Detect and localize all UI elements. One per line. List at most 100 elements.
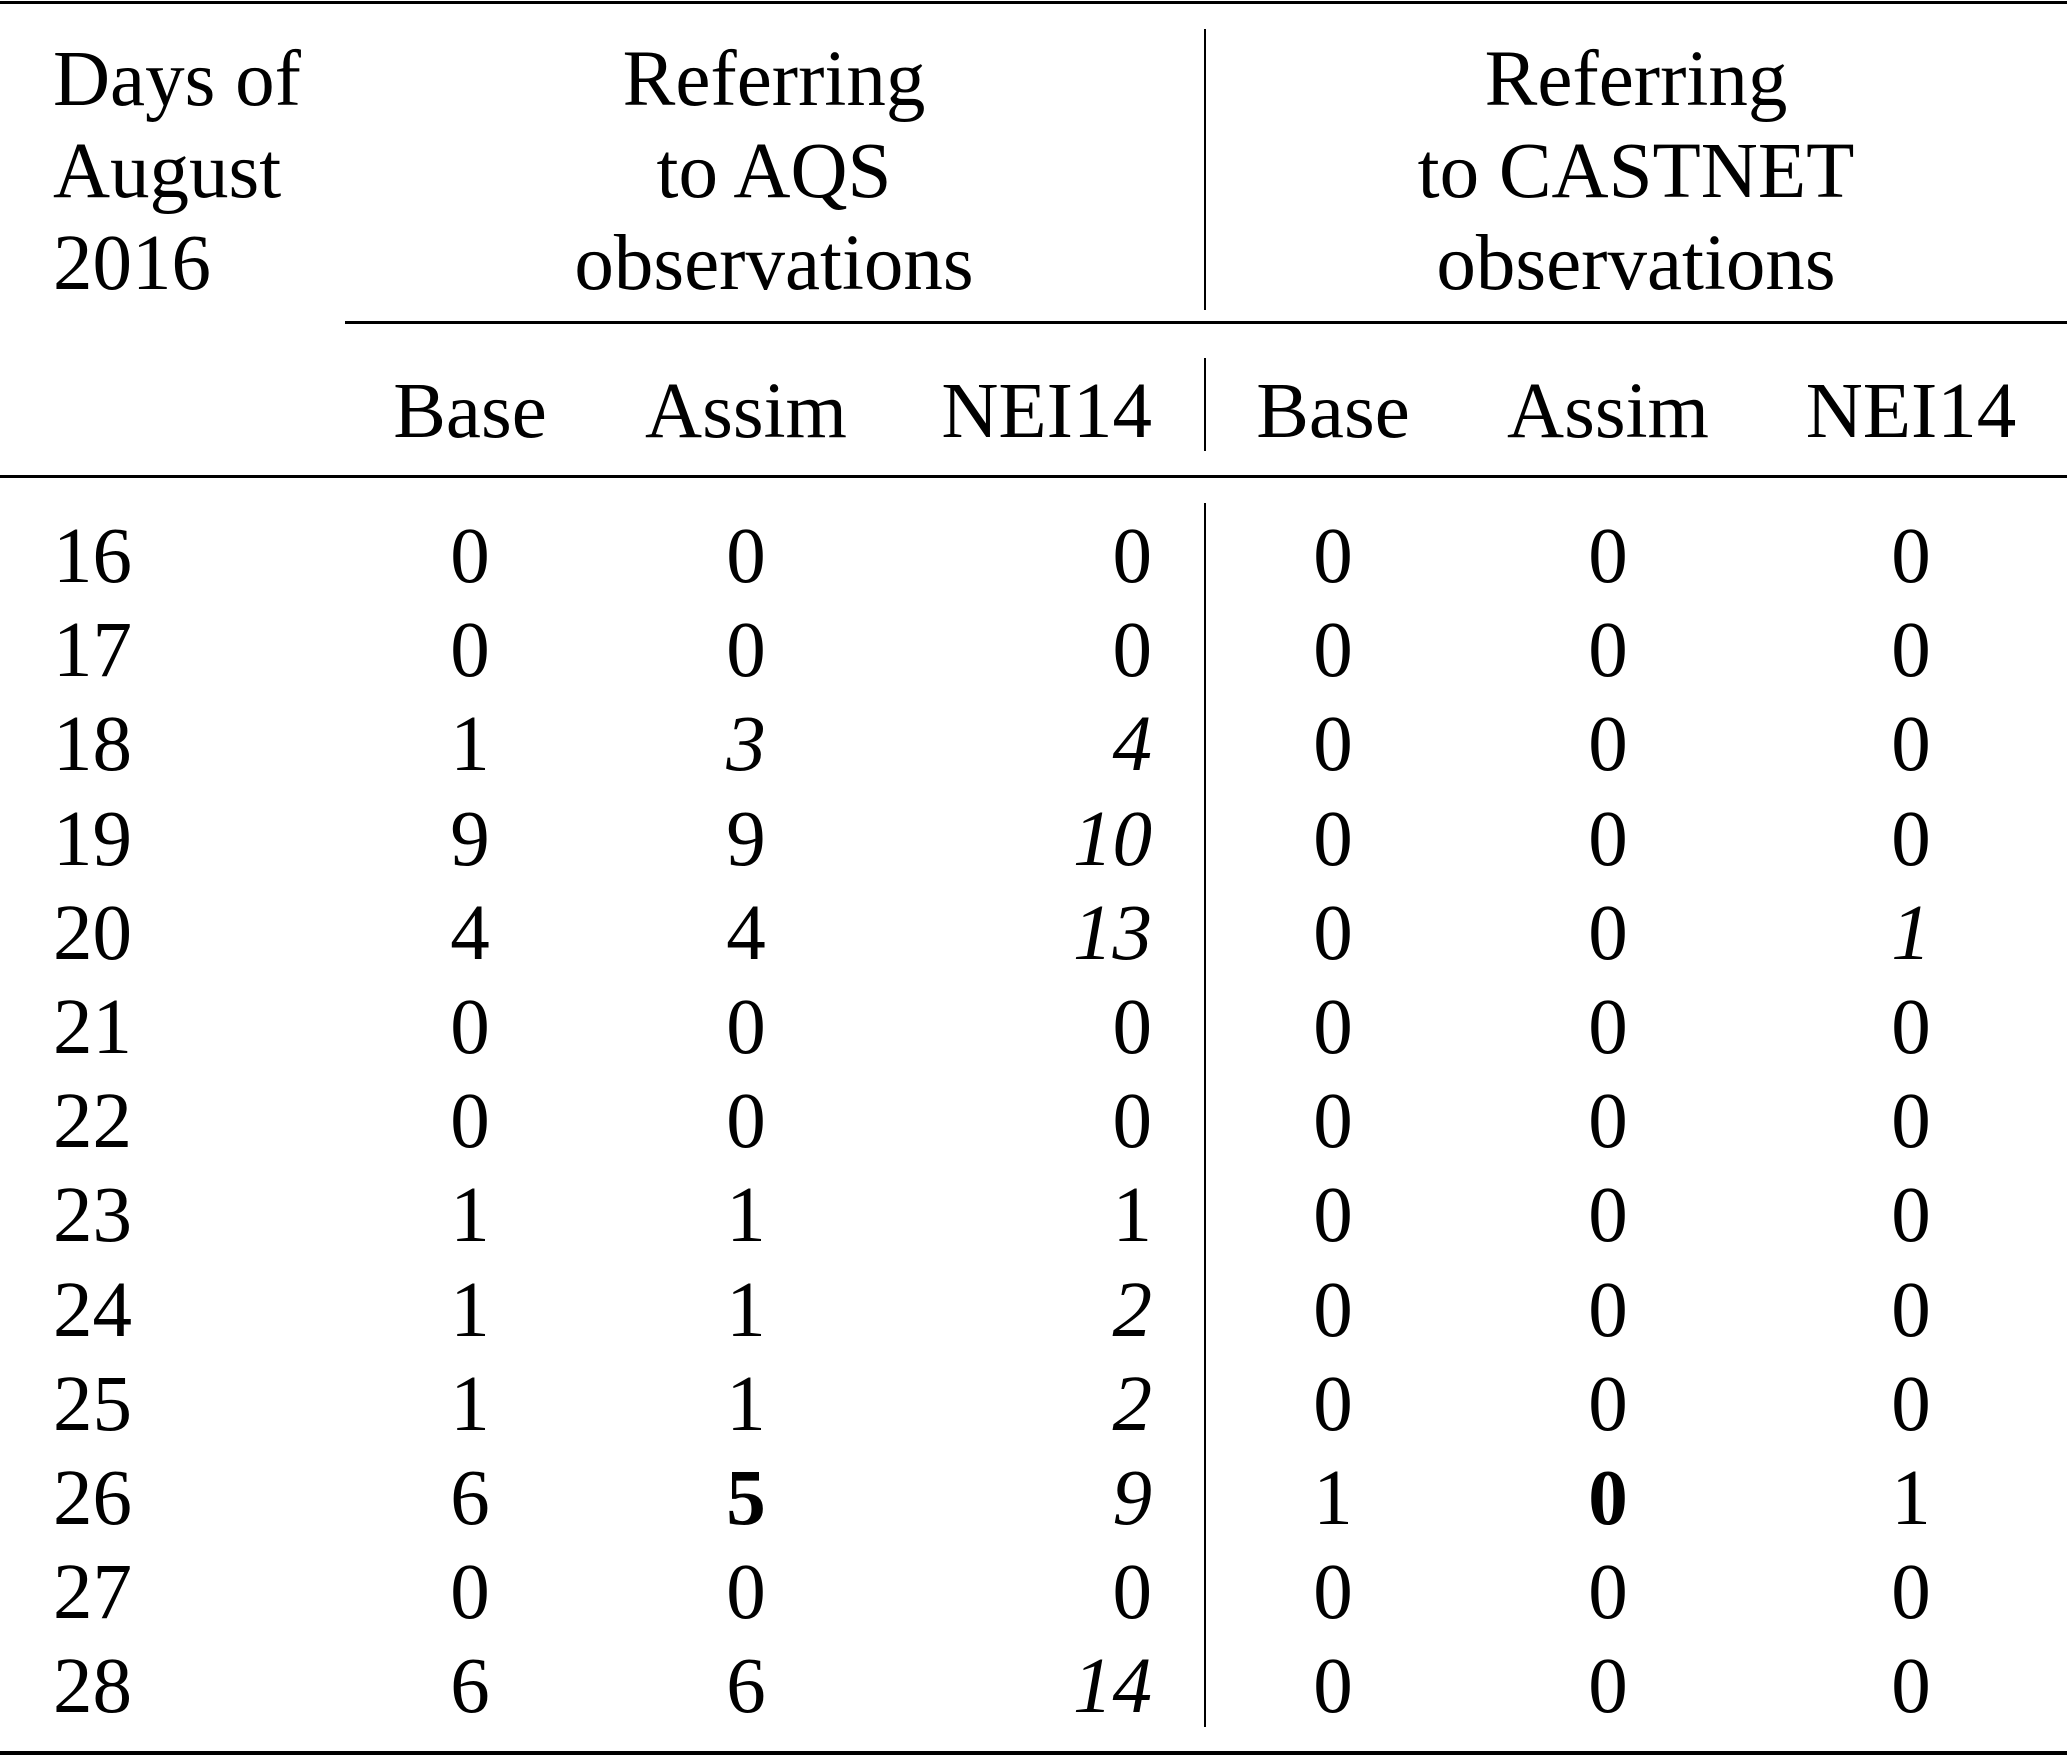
cell-aqs-base: 4	[450, 889, 490, 977]
day-cell: 27	[53, 1549, 132, 1637]
cell-castnet-base: 0	[1313, 1549, 1353, 1637]
top-rule	[0, 1, 2067, 4]
cell-castnet-base: 1	[1313, 1455, 1353, 1542]
cell-castnet-base: 0	[1313, 889, 1353, 977]
bottom-rule	[0, 1751, 2067, 1755]
cell-aqs-assim: 3	[726, 701, 766, 789]
cell-aqs-assim: 1	[726, 1266, 766, 1354]
cell-aqs-base: 6	[450, 1455, 490, 1542]
group-header-line: to AQS	[656, 128, 892, 215]
subheader-castnet-nei14: NEI14	[1805, 368, 2017, 455]
cell-castnet-nei14: 1	[1891, 1455, 1931, 1542]
stub-header-line: Days of	[53, 36, 301, 123]
cell-aqs-base: 6	[450, 1643, 490, 1731]
stub-header-line: 2016	[53, 220, 211, 307]
cell-aqs-base: 0	[450, 1078, 490, 1166]
cell-castnet-nei14: 0	[1891, 1172, 1931, 1260]
cell-aqs-assim: 1	[726, 1172, 766, 1260]
cell-aqs-assim: 0	[726, 1549, 766, 1637]
day-cell: 18	[53, 701, 132, 789]
day-cell: 25	[53, 1360, 132, 1448]
cell-aqs-nei14: 2	[1112, 1360, 1153, 1448]
cell-aqs-nei14: 0	[1112, 984, 1153, 1071]
day-cell: 20	[53, 889, 132, 977]
day-cell: 28	[53, 1643, 132, 1731]
cell-castnet-nei14: 1	[1891, 889, 1931, 977]
cell-aqs-assim: 5	[726, 1455, 766, 1542]
cell-castnet-base: 0	[1313, 795, 1353, 883]
day-cell: 26	[53, 1455, 132, 1542]
cell-castnet-nei14: 0	[1891, 984, 1931, 1071]
cell-aqs-assim: 4	[726, 889, 766, 977]
cell-aqs-nei14: 0	[1112, 513, 1153, 600]
cell-aqs-nei14: 9	[1112, 1455, 1153, 1542]
cell-aqs-nei14: 10	[1073, 795, 1152, 883]
cell-aqs-base: 0	[450, 1549, 490, 1637]
day-cell: 19	[53, 795, 132, 883]
day-cell: 21	[53, 984, 132, 1071]
subheader-castnet-base: Base	[1256, 368, 1410, 455]
cell-aqs-base: 1	[450, 1360, 490, 1448]
subheader-aqs-assim: Assim	[645, 368, 847, 455]
cell-aqs-base: 0	[450, 607, 490, 695]
header-rule	[0, 475, 2067, 478]
cell-castnet-base: 0	[1313, 1643, 1353, 1731]
group-cmidrule	[345, 321, 2067, 324]
cell-castnet-base: 0	[1313, 1172, 1353, 1260]
group-header-line: Referring	[622, 36, 926, 123]
group-header-line: observations	[574, 220, 974, 307]
cell-castnet-nei14: 0	[1891, 1643, 1931, 1731]
cell-castnet-assim: 0	[1588, 889, 1628, 977]
cell-aqs-nei14: 1	[1112, 1172, 1153, 1260]
cell-castnet-nei14: 0	[1891, 1360, 1931, 1448]
cell-castnet-assim: 0	[1588, 984, 1628, 1071]
group-header-aqs: Referring to AQS observations	[574, 34, 973, 310]
cell-castnet-assim: 0	[1588, 1643, 1628, 1731]
cell-castnet-base: 0	[1313, 607, 1353, 695]
cell-aqs-assim: 0	[726, 1078, 766, 1166]
cell-castnet-assim: 0	[1588, 701, 1628, 789]
cell-castnet-base: 0	[1313, 1360, 1353, 1448]
cell-castnet-assim: 0	[1588, 1078, 1628, 1166]
cell-aqs-base: 1	[450, 701, 490, 789]
group-header-line: to CASTNET	[1417, 128, 1855, 215]
cell-aqs-assim: 0	[726, 513, 766, 600]
cell-castnet-assim: 0	[1588, 1549, 1628, 1637]
cell-castnet-nei14: 0	[1891, 1078, 1931, 1166]
cell-castnet-assim: 0	[1588, 607, 1628, 695]
cell-castnet-assim: 0	[1588, 1266, 1628, 1354]
cell-castnet-nei14: 0	[1891, 1266, 1931, 1354]
cell-aqs-assim: 0	[726, 984, 766, 1071]
cell-castnet-base: 0	[1313, 984, 1353, 1071]
stub-header-line: August	[53, 128, 282, 215]
vertical-divider-body	[1204, 503, 1206, 1727]
cell-castnet-assim: 0	[1588, 513, 1628, 600]
group-header-line: observations	[1436, 220, 1836, 307]
cell-castnet-assim: 0	[1588, 1360, 1628, 1448]
subheader-aqs-nei14: NEI14	[941, 368, 1152, 455]
cell-aqs-assim: 9	[726, 795, 766, 883]
day-cell: 17	[53, 607, 132, 695]
vertical-divider-header	[1204, 29, 1206, 310]
cell-castnet-assim: 0	[1588, 795, 1628, 883]
cell-castnet-base: 0	[1313, 1078, 1353, 1166]
cell-castnet-base: 0	[1313, 1266, 1353, 1354]
vertical-divider-subheader	[1204, 358, 1206, 451]
cell-aqs-base: 0	[450, 513, 490, 600]
day-cell: 16	[53, 513, 132, 600]
cell-aqs-nei14: 4	[1112, 701, 1153, 789]
group-header-castnet: Referring to CASTNET observations	[1418, 34, 1855, 310]
cell-castnet-nei14: 0	[1891, 607, 1931, 695]
cell-castnet-nei14: 0	[1891, 701, 1931, 789]
day-cell: 24	[53, 1266, 132, 1354]
cell-castnet-base: 0	[1313, 701, 1353, 789]
cell-aqs-base: 9	[450, 795, 490, 883]
cell-castnet-nei14: 0	[1891, 513, 1931, 600]
subheader-aqs-base: Base	[393, 368, 547, 455]
cell-castnet-nei14: 0	[1891, 1549, 1931, 1637]
cell-aqs-assim: 1	[726, 1360, 766, 1448]
subheader-castnet-assim: Assim	[1507, 368, 1709, 455]
day-cell: 22	[53, 1078, 132, 1166]
cell-aqs-assim: 0	[726, 607, 766, 695]
cell-aqs-base: 1	[450, 1172, 490, 1260]
